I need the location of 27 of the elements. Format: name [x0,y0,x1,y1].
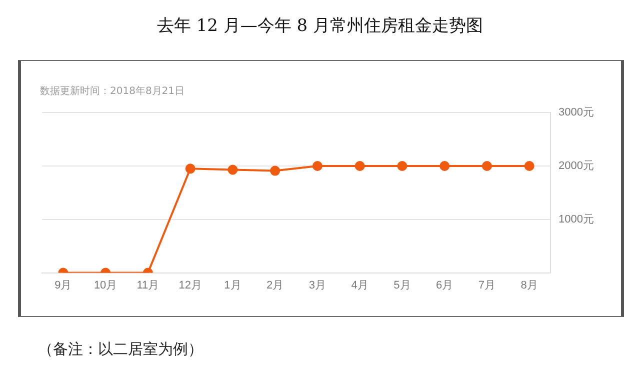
point [482,161,492,171]
x-tick-label: 9月 [54,279,72,292]
x-tick-label: 4月 [351,279,368,292]
x-tick-label: 5月 [394,279,411,292]
text: （备注：以二居室为例） [38,340,203,359]
point [440,161,450,171]
x-tick-label: 6月 [436,279,454,292]
point [270,166,280,176]
chart-title: 去年 12 月—今年 8 月常州住房租金走势图 [156,15,484,37]
x-tick-label: 12月 [178,279,202,292]
x-tick-label: 1月 [224,279,242,292]
x-tick-label: 3月 [308,279,326,292]
x-tick-label: 10月 [94,279,118,292]
x-tick-label: 2月 [266,279,284,292]
y-tick-label: 3000元 [558,106,594,119]
point [354,161,365,171]
x-tick-label: 11月 [136,279,160,292]
x-tick-label: 8月 [520,279,538,292]
point [397,161,408,171]
y-tick-label: 2000元 [558,160,594,172]
point [312,161,322,171]
point [524,161,534,171]
point [185,164,196,174]
x-tick-label: 7月 [478,279,496,292]
y-tick-label: 1000元 [558,213,594,226]
chart-subtitle: 数据更新时间：2018年8月21日 [40,84,185,98]
point [228,164,238,175]
